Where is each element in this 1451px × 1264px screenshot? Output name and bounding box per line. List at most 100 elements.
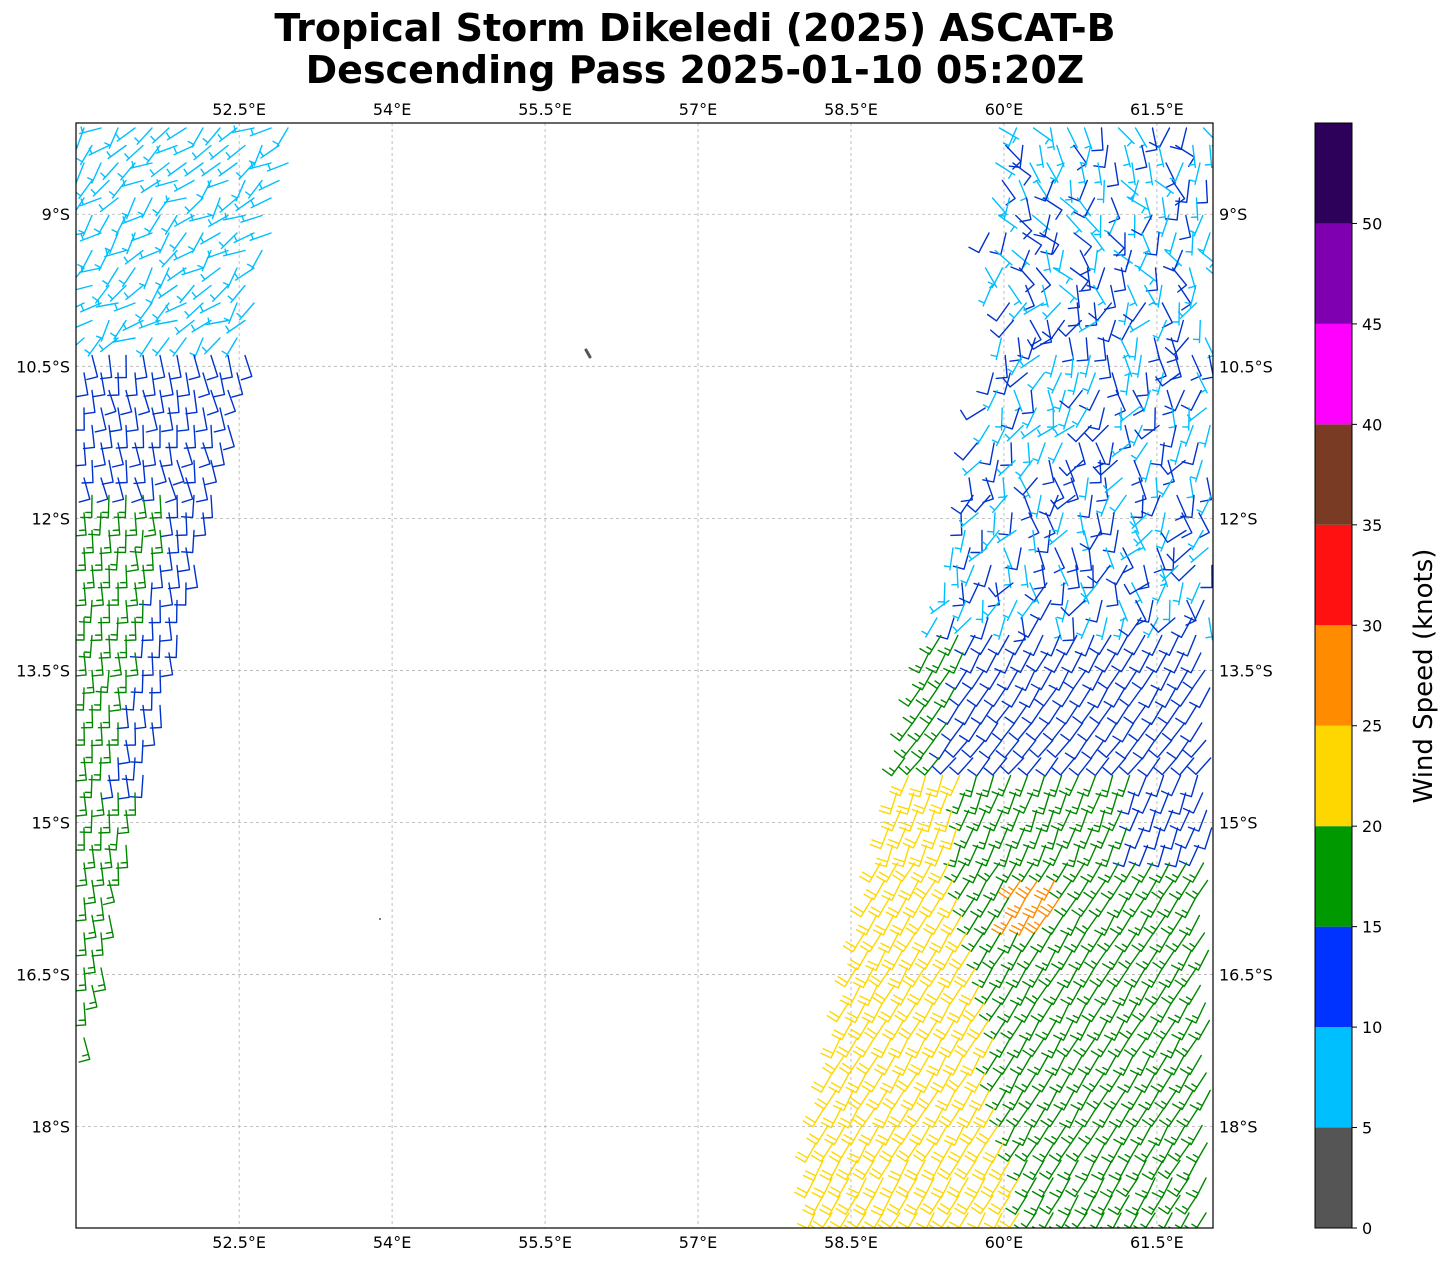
wind-barb xyxy=(1032,1212,1054,1228)
wind-barb xyxy=(1048,792,1068,815)
wind-barb xyxy=(1118,879,1141,901)
wind-barb xyxy=(1128,162,1136,186)
wind-barb xyxy=(1155,529,1170,552)
wind-barb xyxy=(870,1194,892,1216)
wind-barb xyxy=(1082,669,1104,691)
wind-barb xyxy=(115,127,136,142)
wind-barb xyxy=(930,1072,952,1093)
wind-barb xyxy=(114,669,127,694)
wind-barb xyxy=(1097,739,1122,758)
wind-barb xyxy=(1180,652,1202,674)
wind-barb xyxy=(945,669,968,690)
wind-barb xyxy=(998,197,1011,220)
wind-barb xyxy=(133,459,146,485)
wind-barb xyxy=(940,914,963,936)
wind-barb xyxy=(126,547,139,573)
wind-barb xyxy=(1035,757,1059,777)
wind-barb xyxy=(1148,1124,1169,1147)
wind-barb xyxy=(1079,354,1091,378)
wind-barb xyxy=(1141,1194,1164,1215)
wind-barb xyxy=(234,197,255,212)
wind-barb xyxy=(979,932,1002,953)
wind-barb xyxy=(116,599,129,624)
wind-barb xyxy=(104,827,119,851)
wind-barb xyxy=(993,844,1013,868)
wind-barb xyxy=(1006,1159,1028,1181)
wind-barb xyxy=(944,739,969,758)
wind-barb xyxy=(1020,424,1041,439)
wind-barb xyxy=(246,249,263,271)
wind-barb xyxy=(1094,162,1103,186)
wind-barb xyxy=(76,442,87,467)
wind-barb xyxy=(1189,1089,1211,1111)
wind-barb xyxy=(886,827,907,850)
wind-barb xyxy=(991,197,1008,217)
wind-barb xyxy=(1184,284,1197,308)
wind-barb xyxy=(121,214,144,225)
wind-barb xyxy=(1132,389,1145,416)
wind-barb xyxy=(1103,214,1119,237)
wind-barb xyxy=(88,144,110,156)
wind-barb xyxy=(1000,1019,1023,1040)
wind-barb xyxy=(1159,424,1177,448)
wind-barb xyxy=(1108,1107,1131,1128)
wind-barb xyxy=(1010,984,1031,1006)
wind-barb xyxy=(79,197,102,207)
wind-barb xyxy=(1099,354,1112,380)
wind-barb xyxy=(1094,984,1116,1006)
wind-barb xyxy=(148,669,162,694)
wind-barb xyxy=(879,1177,901,1199)
wind-barb xyxy=(181,442,194,468)
wind-barb xyxy=(76,897,87,922)
wind-barb xyxy=(997,932,1019,954)
wind-barb xyxy=(1096,179,1105,204)
wind-barb xyxy=(1028,862,1052,883)
wind-barb xyxy=(204,459,217,486)
wind-barb xyxy=(125,372,138,397)
wind-barb xyxy=(1071,897,1095,917)
wind-barb xyxy=(959,652,981,674)
wind-barb xyxy=(795,1142,817,1163)
wind-barb xyxy=(952,617,972,634)
wind-barb xyxy=(864,1019,887,1040)
wind-barb xyxy=(80,494,93,519)
wind-barb xyxy=(1122,547,1134,574)
wind-barb xyxy=(1002,372,1028,388)
wind-barb xyxy=(886,1194,909,1216)
wind-barb xyxy=(1150,669,1172,691)
wind-barb xyxy=(1102,757,1127,776)
wind-barb xyxy=(1078,1124,1101,1145)
wind-barb xyxy=(1120,1089,1143,1111)
wind-barb xyxy=(895,1177,918,1198)
wind-barb xyxy=(1149,932,1172,953)
wind-barb xyxy=(1171,1089,1194,1111)
wind-barb xyxy=(996,669,1019,691)
lat-tick-label-left: 18°S xyxy=(31,1118,70,1137)
wind-barb xyxy=(1040,284,1049,308)
wind-barb xyxy=(1117,792,1136,815)
wind-barb xyxy=(1144,984,1167,1005)
wind-barb xyxy=(939,1231,959,1250)
wind-barb xyxy=(1135,144,1148,171)
wind-barb xyxy=(249,232,272,241)
wind-barb xyxy=(968,232,990,254)
colorbar-bin xyxy=(1315,625,1352,726)
wind-barb xyxy=(1041,1037,1062,1059)
wind-barb xyxy=(898,949,921,971)
wind-barb xyxy=(1068,179,1088,202)
wind-barb xyxy=(1080,582,1099,601)
wind-barb xyxy=(1100,1212,1122,1228)
wind-barb xyxy=(1168,792,1187,815)
wind-barb xyxy=(1187,949,1210,971)
wind-barb xyxy=(995,862,1018,883)
wind-barb xyxy=(1128,984,1150,1006)
wind-barb xyxy=(930,1177,952,1199)
wind-barb xyxy=(1073,232,1093,256)
wind-barb xyxy=(1002,1089,1024,1111)
wind-barb xyxy=(976,652,998,674)
wind-barb xyxy=(1088,302,1112,321)
wind-barb xyxy=(1114,862,1137,883)
wind-barb xyxy=(96,477,109,503)
lon-tick-label-bottom: 54°E xyxy=(373,1233,411,1252)
wind-barb xyxy=(997,1002,1019,1023)
